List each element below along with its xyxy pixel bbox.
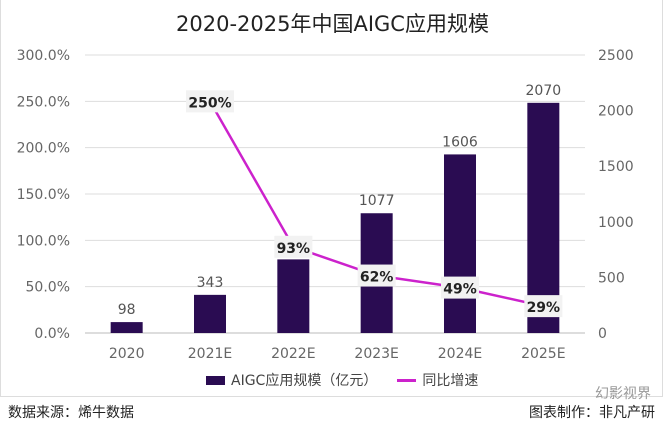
legend-swatch-line xyxy=(397,378,417,382)
line-label-bg xyxy=(524,295,563,318)
line-data-label: 62% xyxy=(360,270,394,286)
line-data-label: 29% xyxy=(527,300,561,316)
watermark: 幻影视界 xyxy=(595,386,651,402)
bar xyxy=(277,259,310,333)
source-note: 数据来源：烯牛数据 xyxy=(8,405,134,421)
bar-data-label: 1606 xyxy=(442,134,478,150)
line-label-bg xyxy=(441,276,479,299)
x-tick-label: 2022E xyxy=(271,346,315,362)
left-tick-label: 200.0% xyxy=(17,141,70,157)
left-tick-label: 0.0% xyxy=(34,326,70,342)
bar-data-label: 98 xyxy=(118,302,136,318)
bar-data-label: 1077 xyxy=(359,193,395,209)
bar xyxy=(110,322,143,333)
x-tick-label: 2023E xyxy=(354,346,398,362)
x-tick-label: 2024E xyxy=(438,346,482,362)
bar-data-label: 343 xyxy=(197,275,224,291)
bar xyxy=(527,102,560,333)
legend-swatch-bar xyxy=(206,375,225,385)
x-tick-label: 2025E xyxy=(521,346,565,362)
line-label-bg xyxy=(357,264,396,287)
chart-frame xyxy=(0,0,663,397)
bar-data-label: 2070 xyxy=(526,83,562,99)
right-tick-label: 2500 xyxy=(598,48,634,64)
left-tick-label: 250.0% xyxy=(17,94,70,110)
right-tick-label: 500 xyxy=(598,270,625,286)
right-tick-label: 0 xyxy=(598,326,607,342)
line-label-bg xyxy=(186,90,234,113)
x-tick-label: 2021E xyxy=(188,346,232,362)
legend: AIGC应用规模（亿元） 同比增速 xyxy=(206,370,478,390)
line-data-label: 250% xyxy=(188,95,231,111)
credit-note: 图表制作：非凡产研 xyxy=(529,405,655,421)
right-tick-label: 2000 xyxy=(598,104,634,120)
left-tick-label: 50.0% xyxy=(26,280,70,296)
line-data-label: 49% xyxy=(443,282,477,298)
right-tick-label: 1500 xyxy=(598,159,634,175)
line-data-label: 93% xyxy=(277,241,311,257)
chart-title: 2020-2025年中国AIGC应用规模 xyxy=(176,12,489,36)
legend-label-line: 同比增速 xyxy=(422,373,479,389)
bar xyxy=(444,154,476,333)
bar xyxy=(194,294,226,333)
right-tick-label: 1000 xyxy=(598,215,634,231)
left-tick-label: 300.0% xyxy=(17,48,70,64)
left-tick-label: 150.0% xyxy=(17,187,70,203)
left-tick-label: 100.0% xyxy=(17,233,70,249)
x-tick-label: 2020 xyxy=(109,346,145,362)
legend-label-bar: AIGC应用规模（亿元） xyxy=(231,373,378,389)
line-label-bg xyxy=(274,235,313,258)
